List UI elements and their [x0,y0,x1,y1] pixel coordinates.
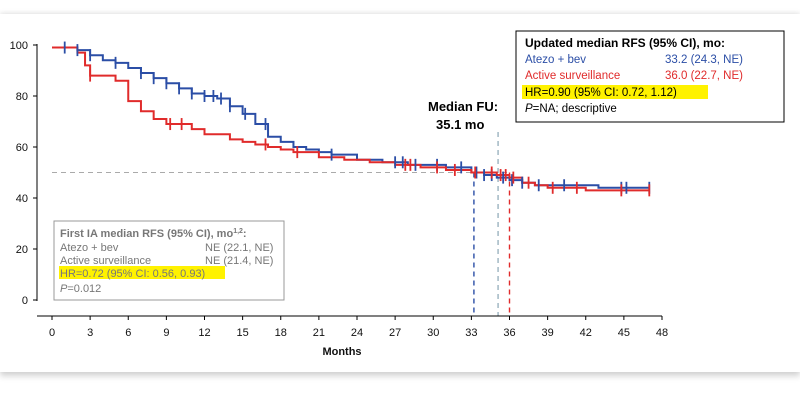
y-tick-label: 40 [16,193,28,205]
x-tick-label: 24 [351,327,363,339]
x-tick-label: 48 [656,327,668,339]
updated-active-value: 36.0 (22.7, NE) [665,70,743,82]
x-tick-label: 27 [389,327,401,339]
first-ia-box-frame [53,220,285,301]
first-ia-title-colon: : [243,228,247,240]
first-ia-p-value: =0.012 [67,283,101,295]
x-tick-label: 9 [163,327,169,339]
x-tick-label: 18 [275,327,287,339]
y-axis-ticks: 0 20 40 60 80 100 [10,40,37,307]
x-tick-label: 36 [503,327,515,339]
updated-atezo-label: Atezo + bev [525,54,586,66]
updated-rfs-legend-box: Updated median RFS (95% CI), mo: Atezo +… [515,30,785,123]
x-tick-label: 0 [49,327,55,339]
survival-curves [52,46,650,192]
first-ia-atezo-value: NE (22.1, NE) [205,242,273,254]
y-tick-label: 20 [16,244,28,256]
first-ia-title-text: First IA median RFS (95% CI), mo [60,228,233,240]
x-tick-label: 6 [125,327,131,339]
first-ia-title-sup: 1,2 [233,228,243,235]
median-fu-value: 35.1 mo [436,117,484,132]
first-ia-hr-text: HR=0.72 (95% CI: 0.56, 0.93) [60,268,205,280]
x-tick-label: 3 [87,327,93,339]
updated-p-value: =NA; descriptive [533,103,617,115]
x-tick-label: 42 [580,327,592,339]
first-ia-active-label: Active surveillance [60,255,151,267]
first-ia-active-value: NE (21.4, NE) [205,255,273,267]
updated-p-text: P=NA; descriptive [525,103,617,115]
first-ia-title: First IA median RFS (95% CI), mo1,2: [60,228,247,240]
x-tick-label: 30 [427,327,439,339]
x-tick-label: 33 [465,327,477,339]
updated-hr-highlight [522,85,708,99]
atezo-bev-curve [52,46,650,189]
first-ia-hr-highlight [59,266,225,279]
first-ia-p-symbol: P [60,283,68,295]
active-surveillance-curve [52,46,650,192]
reference-lines [52,132,511,316]
x-axis-title: Months [322,346,361,358]
x-tick-label: 21 [313,327,325,339]
first-ia-p-text: P=0.012 [60,283,101,295]
updated-rfs-box-frame [515,30,785,123]
x-tick-label: 15 [237,327,249,339]
updated-p-symbol: P [525,103,533,115]
y-tick-label: 100 [10,40,28,52]
first-ia-atezo-label: Atezo + bev [60,242,119,254]
y-tick-label: 0 [22,295,28,307]
x-tick-label: 45 [618,327,630,339]
median-fu-label: Median FU: [428,99,498,114]
y-tick-label: 60 [16,142,28,154]
x-tick-label: 12 [198,327,210,339]
updated-rfs-title: Updated median RFS (95% CI), mo: [525,36,725,50]
x-axis-ticks: 0 3 6 9 12 15 18 21 24 27 30 33 36 39 42 45 48 [49,316,668,339]
updated-active-label: Active surveillance [525,70,620,82]
censor-marks [63,41,651,197]
updated-hr-text: HR=0.90 (95% CI: 0.72, 1.12) [525,87,677,99]
x-tick-label: 39 [542,327,554,339]
y-tick-label: 80 [16,91,28,103]
first-ia-legend-box: First IA median RFS (95% CI), mo1,2: Ate… [53,220,285,301]
updated-atezo-value: 33.2 (24.3, NE) [665,54,743,66]
